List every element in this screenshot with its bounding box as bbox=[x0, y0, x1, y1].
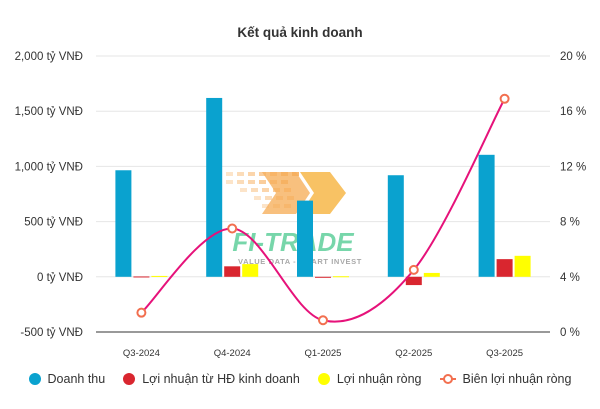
watermark-dash bbox=[240, 188, 247, 192]
line-point bbox=[499, 93, 510, 104]
watermark-dash bbox=[259, 180, 266, 184]
y-right-tick-label: 8 % bbox=[560, 217, 580, 229]
line-point bbox=[408, 264, 419, 275]
legend-item[interactable]: Biên lợi nhuận ròng bbox=[439, 372, 572, 386]
bar bbox=[224, 266, 241, 277]
y-right-tick-label: 16 % bbox=[560, 106, 586, 118]
x-tick-label: Q3-2025 bbox=[486, 348, 523, 359]
y-left-tick-label: 0 tỷ VNĐ bbox=[37, 272, 83, 284]
y-right-tick-label: 0 % bbox=[560, 327, 580, 339]
bar bbox=[297, 200, 313, 277]
axis-layer: -500 tỷ VNĐ 0 tỷ VNĐ 500 tỷ VNĐ 1,000 tỷ VN… bbox=[15, 51, 587, 359]
line-point bbox=[136, 307, 147, 318]
legend-swatch bbox=[28, 373, 41, 385]
watermark-dash bbox=[248, 180, 255, 184]
legend-label: Lợi nhuận ròng bbox=[336, 372, 422, 386]
chart-title: Kết quả kinh doanh bbox=[237, 25, 362, 40]
bar bbox=[514, 255, 531, 277]
legend-label: Biên lợi nhuận ròng bbox=[462, 372, 572, 386]
legend-swatch bbox=[123, 373, 136, 385]
legend-label: Doanh thu bbox=[47, 372, 106, 386]
bar bbox=[423, 272, 440, 277]
legend-item[interactable]: Lợi nhuận ròng bbox=[317, 372, 422, 386]
bar bbox=[315, 276, 331, 278]
y-left-tick-label: -500 tỷ VNĐ bbox=[20, 327, 83, 339]
x-tick-label: Q4-2024 bbox=[214, 348, 251, 359]
y-left-tick-label: 2,000 tỷ VNĐ bbox=[15, 51, 83, 63]
bar bbox=[496, 259, 513, 277]
bar bbox=[151, 275, 168, 277]
legend-swatch bbox=[439, 373, 456, 385]
chart-legend: Doanh thu Lợi nhuận từ HĐ kinh doanh Lợi n… bbox=[0, 372, 600, 386]
y-left-tick-label: 500 tỷ VNĐ bbox=[24, 217, 83, 229]
bar bbox=[405, 276, 422, 286]
watermark-dash bbox=[262, 188, 269, 192]
line-point bbox=[227, 223, 238, 234]
line-layer bbox=[136, 93, 510, 326]
legend-item[interactable]: Doanh thu bbox=[28, 372, 106, 386]
legend-swatch bbox=[317, 373, 330, 385]
watermark-text: FI-TRADE bbox=[232, 227, 354, 257]
x-tick-label: Q3-2024 bbox=[123, 348, 160, 359]
watermark-dash bbox=[254, 196, 261, 200]
legend-label: Lợi nhuận từ HĐ kinh doanh bbox=[142, 372, 300, 386]
bar bbox=[206, 97, 223, 277]
watermark-dash bbox=[237, 180, 244, 184]
bar bbox=[387, 175, 404, 277]
bar bbox=[242, 264, 259, 277]
x-tick-label: Q1-2025 bbox=[305, 348, 342, 359]
watermark-dash bbox=[237, 172, 244, 176]
y-right-tick-label: 20 % bbox=[560, 51, 586, 63]
line-point bbox=[318, 315, 328, 326]
bar bbox=[333, 276, 349, 278]
bar bbox=[478, 154, 495, 277]
watermark-dash bbox=[226, 172, 233, 176]
watermark-dash bbox=[262, 204, 269, 208]
bar bbox=[115, 170, 132, 277]
watermark-dash bbox=[248, 172, 255, 176]
watermark-dash bbox=[251, 188, 258, 192]
y-right-tick-label: 4 % bbox=[560, 272, 580, 284]
y-left-tick-label: 1,000 tỷ VNĐ bbox=[15, 161, 83, 173]
bar bbox=[133, 276, 150, 278]
bars-layer bbox=[115, 97, 531, 286]
y-right-tick-label: 12 % bbox=[560, 161, 586, 173]
y-left-tick-label: 1,500 tỷ VNĐ bbox=[15, 106, 83, 118]
watermark-dash bbox=[265, 196, 272, 200]
x-tick-label: Q2-2025 bbox=[395, 348, 432, 359]
watermark-dash bbox=[259, 172, 266, 176]
watermark-dash bbox=[226, 180, 233, 184]
legend-item[interactable]: Lợi nhuận từ HĐ kinh doanh bbox=[123, 372, 300, 386]
